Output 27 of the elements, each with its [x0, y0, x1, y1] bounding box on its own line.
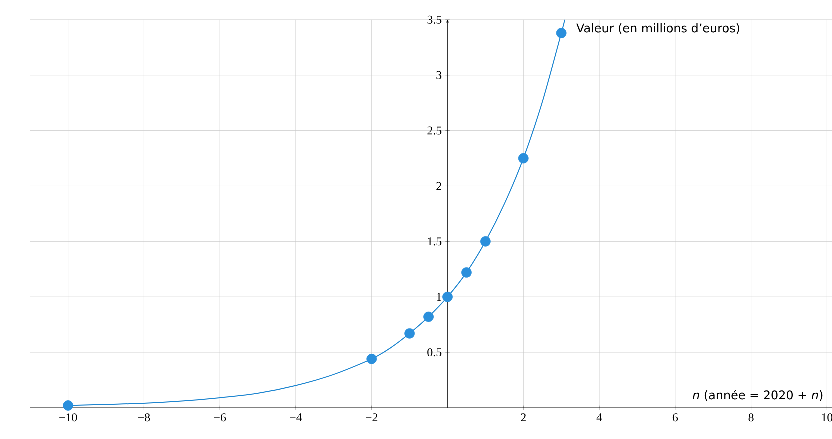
y-tick-label: 3.5 [428, 16, 442, 24]
y-tick-label: 1 [437, 293, 442, 302]
y-tick-label: 2 [436, 182, 442, 190]
point [462, 268, 472, 278]
x-tick-label: −10 [60, 414, 78, 422]
x-tick-label: 8 [748, 414, 754, 422]
x-tick-label: −2 [366, 414, 378, 422]
y-tick-label: 1.5 [428, 238, 442, 246]
y-tick-label: 0.5 [428, 348, 442, 357]
x-axis-title: n (année = 2020 + n) [692, 390, 823, 402]
x-tick-label: −6 [214, 414, 226, 422]
point [63, 400, 74, 411]
x-tick-label: −4 [290, 414, 302, 422]
x-tick-label: 6 [672, 414, 678, 422]
point [556, 28, 567, 38]
point [424, 312, 434, 322]
y-axis-title: Valeur (en millions d’euros) [576, 23, 740, 34]
x-tick-label: −8 [138, 414, 150, 422]
point [518, 153, 529, 164]
point [480, 236, 491, 247]
y-tick-label: 3 [436, 71, 442, 80]
point [404, 328, 415, 339]
x-tick-label: 4 [596, 414, 602, 422]
x-tick-label: 2 [521, 414, 526, 422]
point [366, 354, 378, 364]
point [442, 292, 453, 302]
y-tick-label: 2.5 [428, 126, 442, 135]
